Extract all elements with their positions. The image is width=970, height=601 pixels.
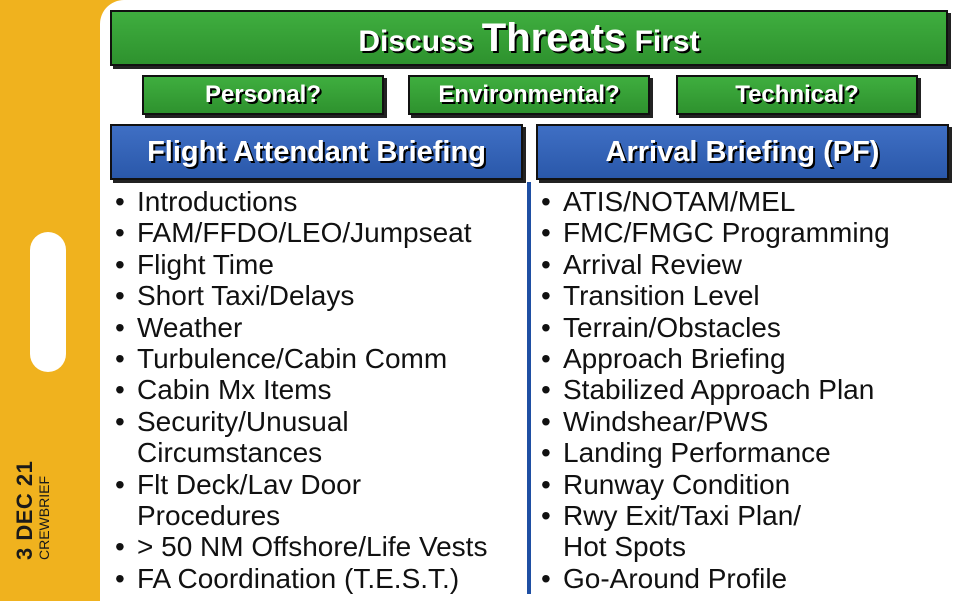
checklist-item-text: Go-Around Profile [563,562,788,594]
arrival-checklist: ATIS/NOTAM/MELFMC/FMGC ProgrammingArriva… [540,186,965,595]
checklist-item: Flight Time [114,248,526,281]
checklist-item: Rwy Exit/Taxi Plan/Hot Spots [540,500,965,563]
checklist-item: FAM/FFDO/LEO/Jumpseat [114,217,526,249]
checklist-item: Approach Briefing [540,343,965,375]
checklist-item: FMC/FMGC Programming [540,217,965,249]
checklist-item: Weather [114,311,526,344]
checklist-item-text: Terrain/Obstacles [563,311,781,343]
flight-attendant-briefing-heading: Flight Attendant Briefing [110,124,523,180]
checklist-item-text: Turbulence/Cabin Comm [137,343,448,375]
checklist-item-text: Circumstances [137,437,323,469]
checklist-item-text: FMC/FMGC Programming [563,217,890,249]
checklist-item: Runway Condition [540,468,965,501]
checklist-item-text: FA Coordination (T.E.S.T.) [137,562,460,594]
title-post: First [626,25,700,58]
checklist-item: ATIS/NOTAM/MEL [540,186,965,218]
checklist-item: Transition Level [540,280,965,312]
checklist-item-text: Hot Spots [563,531,686,563]
checklist-item-text: > 50 NM Offshore/Life Vests [137,531,488,563]
checklist-item-text: Cabin Mx Items [137,374,332,406]
flight-attendant-checklist: IntroductionsFAM/FFDO/LEO/JumpseatFlight… [114,186,526,595]
checklist-item-text: Rwy Exit/Taxi Plan/ [563,500,802,532]
threat-technical: Technical? [676,75,918,115]
title-pre: Discuss [358,25,482,58]
checklist-item-text: Weather [137,311,243,343]
checklist-item-text: Landing Performance [563,437,831,469]
checklist-item-text: Security/Unusual [137,405,349,437]
checklist-item-text: Flight Time [137,248,274,280]
arrival-briefing-heading: Arrival Briefing (PF) [536,124,949,180]
lanyard-slot [30,232,66,372]
checklist-item-text: ATIS/NOTAM/MEL [563,186,796,217]
checklist-item: Landing Performance [540,437,965,469]
title-banner: Discuss Threats First [110,10,948,66]
title-emphasis: Threats [481,16,627,60]
checklist-item: FA Coordination (T.E.S.T.) [114,562,526,595]
checklist-item-text: Flt Deck/Lav Door [137,468,362,500]
checklist-item: Stabilized Approach Plan [540,374,965,406]
checklist-item-text: Introductions [137,186,298,217]
brand-name: CREWBRIEF [36,476,52,560]
threat-personal: Personal? [142,75,384,115]
checklist-item-text: Transition Level [563,280,760,312]
checklist-item: > 50 NM Offshore/Life Vests [114,531,526,563]
checklist-item-text: FAM/FFDO/LEO/Jumpseat [137,217,472,249]
checklist-item: Cabin Mx Items [114,374,526,406]
column-divider [527,182,531,594]
checklist-item: Turbulence/Cabin Comm [114,343,526,375]
checklist-item: Introductions [114,186,526,218]
side-label: 3 DEC 21 CREWBRIEF [12,440,74,560]
checklist-item-text: Approach Briefing [563,343,786,375]
checklist-item-text: Runway Condition [563,468,791,500]
checklist-item: Go-Around Profile [540,562,965,595]
checklist-item: Terrain/Obstacles [540,311,965,344]
checklist-item-text: Arrival Review [563,248,742,280]
checklist-item-text: Short Taxi/Delays [137,280,355,312]
checklist-item-text: Stabilized Approach Plan [563,374,875,406]
revision-date: 3 DEC 21 [12,460,37,560]
checklist-item: Arrival Review [540,248,965,281]
checklist-item-text: Procedures [137,500,281,532]
threat-environmental: Environmental? [408,75,650,115]
checklist-item: Windshear/PWS [540,405,965,438]
checklist-item-text: Windshear/PWS [563,405,769,437]
checklist-item: Short Taxi/Delays [114,280,526,312]
